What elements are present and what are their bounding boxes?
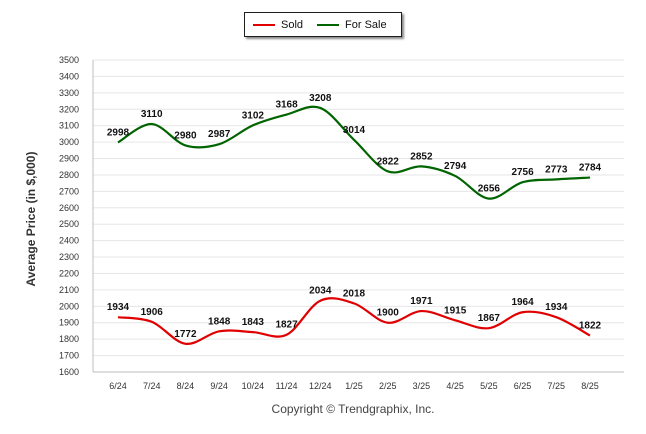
y-tick-label: 2300 — [59, 252, 79, 262]
y-tick-label: 1600 — [59, 367, 79, 377]
x-tick-label: 5/25 — [480, 381, 498, 391]
legend: Sold For Sale — [244, 12, 402, 37]
legend-label-for-sale: For Sale — [345, 18, 387, 31]
x-tick-label: 8/25 — [581, 381, 599, 391]
y-tick-label: 3100 — [59, 121, 79, 131]
legend-item-for-sale: For Sale — [317, 19, 387, 31]
data-label: 1906 — [141, 307, 164, 318]
legend-swatch-sold — [253, 23, 275, 26]
y-tick-label: 2900 — [59, 154, 79, 164]
data-label: 2987 — [208, 129, 231, 140]
data-label: 1971 — [410, 296, 433, 307]
grid-lines — [92, 59, 624, 373]
legend-swatch-for-sale — [317, 23, 340, 26]
data-label: 2773 — [545, 164, 568, 175]
y-tick-label: 2000 — [59, 301, 79, 311]
data-label: 1822 — [579, 321, 602, 332]
data-label: 3110 — [141, 109, 163, 120]
x-tick-label: 12/24 — [309, 381, 332, 391]
data-label: 1848 — [208, 316, 231, 327]
data-label: 1934 — [107, 302, 130, 313]
y-tick-label: 1900 — [59, 318, 79, 328]
data-label: 1915 — [444, 305, 467, 316]
data-label: 2018 — [343, 288, 366, 299]
y-tick-label: 2200 — [59, 268, 79, 278]
x-tick-labels: 6/24 7/24 8/24 9/24 10/24 11/24 12/24 1/25 2/25 3… — [109, 381, 599, 391]
y-axis-label: Average Price (in $,000) — [24, 151, 38, 287]
y-tick-label: 2100 — [59, 285, 79, 295]
series-line-sold — [117, 297, 591, 345]
x-tick-label: 6/25 — [514, 381, 532, 391]
data-labels: 1934 1906 1772 1848 1843 1827 2034 2018 1900 1971… — [107, 93, 602, 340]
x-tick-label: 4/25 — [446, 381, 464, 391]
x-tick-label: 1/25 — [345, 381, 363, 391]
legend-item-sold: Sold — [253, 19, 303, 31]
data-label: 3168 — [275, 100, 298, 111]
data-label: 1827 — [275, 320, 298, 331]
series-lines — [117, 105, 591, 345]
data-label: 3208 — [309, 93, 332, 104]
data-label: 2656 — [478, 184, 501, 195]
x-tick-label: 3/25 — [413, 381, 431, 391]
y-tick-labels: 1600 1700 1800 1900 2000 2100 2200 2300 2400 2500… — [59, 55, 79, 377]
data-label: 1867 — [478, 313, 501, 324]
x-tick-label: 7/24 — [143, 381, 161, 391]
y-tick-label: 3500 — [59, 55, 79, 65]
y-tick-label: 3400 — [59, 71, 79, 81]
data-label: 1900 — [377, 308, 400, 319]
data-label: 2794 — [444, 161, 467, 172]
data-label: 2784 — [579, 163, 602, 174]
legend-label-sold: Sold — [281, 18, 304, 31]
y-tick-label: 2500 — [59, 219, 79, 229]
data-label: 1934 — [545, 302, 568, 313]
copyright-footer: Copyright © Trendgraphix, Inc. — [271, 402, 435, 416]
x-tick-label: 7/25 — [548, 381, 566, 391]
data-label: 2756 — [511, 167, 534, 178]
data-label: 1964 — [511, 297, 534, 308]
data-label: 3014 — [343, 125, 366, 136]
x-tick-label: 6/24 — [109, 381, 127, 391]
x-tick-label: 8/24 — [177, 381, 195, 391]
y-tick-label: 2400 — [59, 236, 79, 246]
y-tick-label: 2700 — [59, 186, 79, 196]
data-label: 2998 — [107, 127, 130, 138]
y-tick-label: 2800 — [59, 170, 79, 180]
x-tick-label: 2/25 — [379, 381, 397, 391]
data-label: 2980 — [174, 130, 197, 141]
y-tick-label: 1800 — [59, 334, 79, 344]
data-label: 1843 — [242, 317, 265, 328]
data-label: 2852 — [410, 151, 433, 162]
y-tick-label: 3000 — [59, 137, 79, 147]
x-tick-label: 11/24 — [276, 381, 298, 391]
y-tick-label: 1700 — [59, 351, 79, 361]
y-tick-label: 3300 — [59, 88, 79, 98]
data-label: 2034 — [309, 286, 332, 297]
y-tick-label: 3200 — [59, 104, 79, 114]
data-label: 1772 — [174, 329, 197, 340]
y-tick-label: 2600 — [59, 203, 79, 213]
x-tick-label: 10/24 — [242, 381, 265, 391]
data-label: 2822 — [377, 156, 400, 167]
x-tick-label: 9/24 — [210, 381, 228, 391]
series-line-for-sale — [117, 105, 591, 200]
data-label: 3102 — [242, 110, 265, 121]
